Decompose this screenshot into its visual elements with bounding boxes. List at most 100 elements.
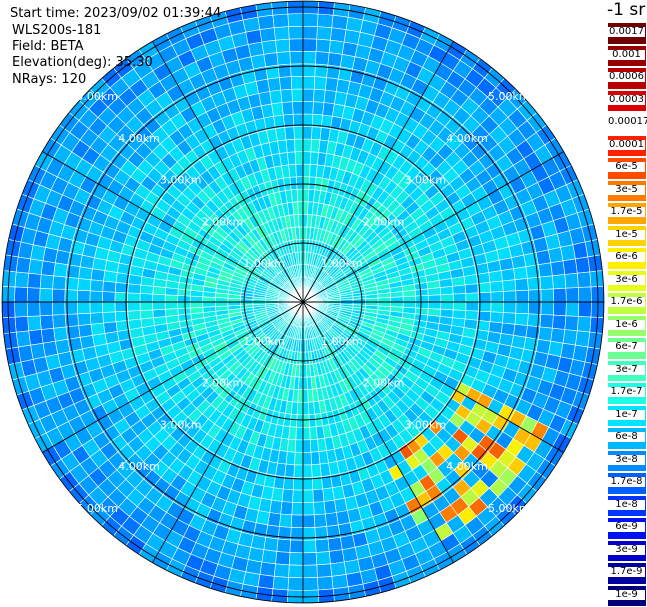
colorbar-tick-label: 6e-5: [608, 162, 645, 173]
ppi-cell: [324, 512, 339, 527]
ppi-cell: [514, 278, 529, 292]
ppi-cell: [540, 288, 555, 303]
ppi-cell: [152, 308, 167, 319]
range-ring-label: 2.00km: [363, 377, 405, 390]
ppi-cell: [164, 294, 179, 303]
ppi-cell: [327, 52, 343, 68]
colorbar-tick-label: 1e-5: [608, 229, 645, 240]
ppi-cell: [565, 287, 580, 303]
ppi-cell: [291, 501, 304, 516]
ppi-cell: [302, 414, 310, 428]
ppi-cell: [550, 260, 566, 277]
ppi-cell: [257, 14, 275, 30]
colorbar-tick-label: 6e-8: [608, 432, 645, 443]
ppi-cell: [327, 536, 343, 552]
ppi-cell: [502, 279, 517, 292]
ppi-cell: [365, 297, 379, 303]
colorbar-tick-label: 1e-7: [608, 409, 645, 420]
ppi-cell: [334, 497, 348, 513]
ppi-cell: [26, 287, 41, 303]
ppi-cell: [537, 326, 553, 342]
ppi-cell: [311, 463, 322, 478]
ppi-cell: [302, 38, 318, 52]
ppi-cell: [296, 414, 304, 428]
ppi-cell: [89, 312, 104, 325]
ppi-cell: [415, 301, 429, 309]
ppi-cell: [302, 539, 317, 554]
ppi-cell: [310, 451, 321, 466]
ppi-cell: [302, 389, 309, 403]
ppi-cell: [313, 501, 326, 516]
colorbar-tick-label: 6e-6: [608, 252, 645, 263]
ppi-cell: [302, 426, 311, 441]
ppi-cell: [302, 50, 317, 65]
ppi-cell: [239, 301, 254, 306]
ppi-cell: [290, 75, 304, 90]
ppi-cell: [284, 126, 295, 141]
range-ring-label: 5.00km: [76, 90, 118, 103]
ppi-cell: [259, 561, 276, 577]
ppi-cell: [269, 89, 283, 105]
ppi-cell: [389, 291, 404, 298]
ppi-cell: [259, 27, 276, 43]
ppi-cell: [575, 256, 591, 274]
ppi-cell: [293, 126, 304, 140]
ppi-cell: [298, 226, 304, 240]
ppi-cell: [315, 538, 330, 553]
ppi-cell: [28, 329, 44, 346]
ppi-cell: [578, 301, 592, 318]
ppi-cell: [539, 314, 554, 329]
ppi-cell: [489, 280, 504, 293]
ppi-cell: [79, 334, 95, 350]
colorbar-tick-label: 0.0001: [608, 138, 645, 150]
ppi-cell: [15, 256, 31, 274]
ppi-cell: [177, 295, 191, 303]
ppi-cell: [292, 201, 299, 216]
ppi-cell: [76, 289, 91, 303]
ppi-cell: [352, 298, 367, 303]
ppi-cell: [498, 257, 514, 271]
ppi-cell: [302, 75, 316, 90]
ppi-cell: [271, 102, 284, 117]
ppi-cell: [302, 514, 316, 529]
ppi-cell: [316, 26, 333, 41]
ppi-cell: [90, 322, 106, 336]
ppi-cell: [152, 293, 166, 303]
range-ring-label: 4.00km: [118, 132, 160, 145]
ppi-cell: [537, 262, 553, 278]
ppi-cell: [14, 301, 28, 318]
ppi-cell: [315, 551, 331, 566]
ppi-cell: [313, 76, 327, 91]
ppi-cell: [263, 52, 279, 68]
ppi-cell: [307, 388, 314, 403]
ppi-cell: [139, 309, 154, 320]
ppi-cell: [331, 574, 349, 590]
ppi-cell: [317, 575, 334, 591]
ppi-cell: [331, 14, 349, 30]
ppi-cell: [288, 552, 304, 566]
ppi-cell: [164, 308, 179, 317]
ppi-cell: [502, 301, 517, 314]
ppi-cell: [287, 577, 304, 591]
range-ring-label: 2.00km: [202, 215, 244, 228]
ppi-cell: [578, 286, 592, 303]
colorbar-tick-label: 6e-9: [608, 522, 645, 533]
ppi-cell: [292, 489, 304, 503]
ppi-cell: [377, 297, 392, 303]
colorbar-tick-label: 1e-8: [608, 499, 645, 510]
ppi-cell: [317, 13, 334, 29]
ppi-cell: [272, 575, 289, 591]
range-ring-label: 3.00km: [160, 174, 202, 187]
ppi-cell: [202, 306, 217, 313]
ppi-cell: [275, 127, 287, 142]
ppi-cell: [289, 50, 304, 65]
colorbar-tick-label: 0.0003: [608, 93, 645, 105]
colorbar-tick-label: 3e-6: [608, 274, 645, 285]
ppi-cell: [302, 577, 319, 591]
ppi-cell: [177, 307, 192, 316]
ppi-cell: [451, 276, 466, 287]
colorbar-tick-label: 3e-9: [608, 544, 645, 555]
elevation-label: Elevation(deg): 35.30: [12, 55, 153, 70]
ppi-cell: [152, 301, 166, 311]
